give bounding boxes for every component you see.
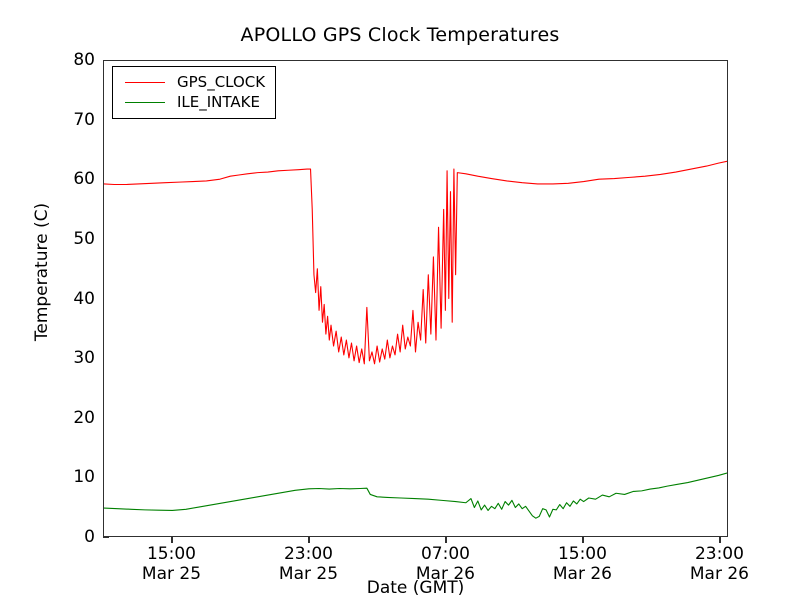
legend-label: GPS_CLOCK [177,73,266,91]
x-tick-time: 23:00 [283,544,333,564]
y-tick-label: 80 [73,50,95,70]
x-tick-time: 15:00 [557,544,607,564]
x-tick-label: 15:00 Mar 25 [101,544,241,584]
x-tick-label: 23:00 Mar 25 [238,544,378,584]
chart-legend: GPS_CLOCK ILE_INTAKE [112,66,277,119]
x-tick-date: Mar 25 [141,563,202,584]
legend-item: GPS_CLOCK [119,72,265,92]
x-tick-label: 07:00 Mar 26 [375,544,515,584]
y-tick-mark [103,537,109,539]
legend-line-swatch [125,101,165,103]
x-tick-date: Mar 26 [689,563,749,584]
chart-title: APOLLO GPS Clock Temperatures [240,24,560,46]
y-tick-label: 40 [73,288,95,309]
legend-item: ILE_INTAKE [119,92,265,112]
series-line-gps_clock [104,161,727,363]
x-tick-date: Mar 26 [415,563,476,584]
x-tick-label: 23:00 Mar 26 [649,544,789,584]
x-tick-time: 07:00 [420,544,470,564]
y-tick-label: 0 [84,527,95,547]
x-tick-date: Mar 26 [552,563,612,584]
x-tick-time: 15:00 [146,544,196,564]
y-tick-label: 10 [73,467,95,488]
y-tick-label: 50 [73,228,95,249]
x-tick-label: 15:00 Mar 26 [512,544,652,584]
x-tick-date: Mar 25 [278,563,339,584]
x-tick-mark [308,537,310,543]
y-tick-label: 60 [73,169,95,190]
legend-label: ILE_INTAKE [177,93,260,111]
y-tick-label: 30 [73,348,95,369]
y-tick-label: 20 [73,407,95,428]
x-tick-time: 23:00 [694,544,744,564]
series-line-ile_intake [104,473,727,518]
plot-area [103,60,728,537]
x-tick-mark [582,537,584,543]
y-axis-tick-labels: 0 10 20 30 40 50 60 70 80 [8,50,95,547]
x-tick-mark [445,537,447,543]
x-tick-mark [719,537,721,543]
plot-lines [104,61,727,536]
legend-line-swatch [125,81,165,83]
x-axis-label: Date (GMT) [366,578,465,598]
y-tick-label: 70 [73,109,95,130]
x-tick-mark [171,537,173,543]
